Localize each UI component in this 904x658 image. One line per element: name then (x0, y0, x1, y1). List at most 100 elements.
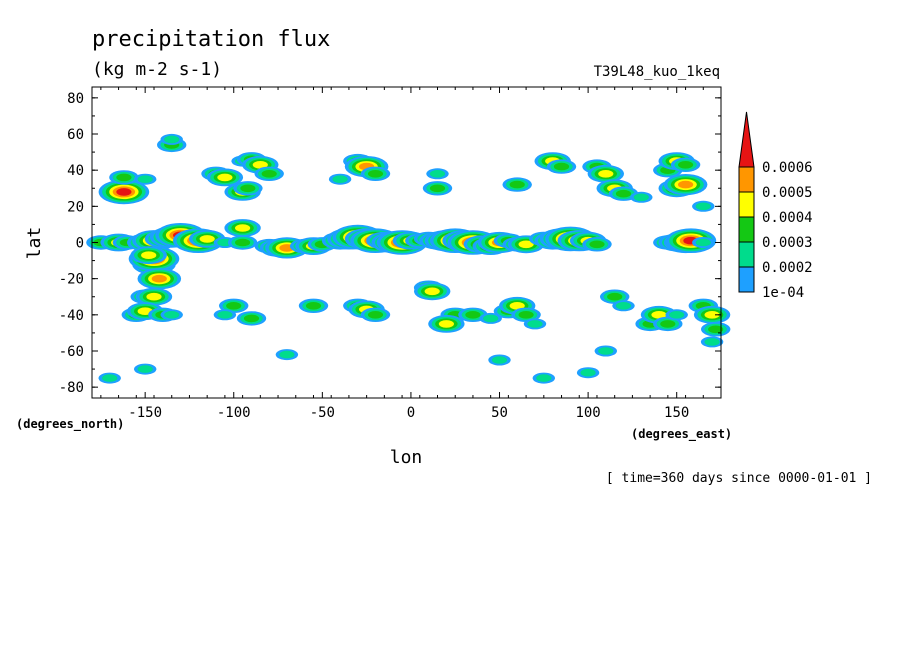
colorbar-swatch-2 (738, 216, 755, 243)
colorbar-label-4: 0.0005 (762, 185, 813, 201)
precip-cell-131 (576, 367, 600, 379)
chart-units: (kg m-2 s-1) (92, 59, 222, 80)
precip-level-2 (589, 240, 605, 249)
time-note: [ time=360 days since 0000-01-01 ] (606, 471, 872, 486)
x-axis-units: (degrees_east) (631, 427, 732, 442)
precip-level-3 (598, 170, 614, 178)
precip-cell-117 (612, 300, 635, 312)
axis-ticks: -150 -100 -50 0 50 100 150 80 60 40 20 0 -20 -40 -60 -8… (59, 87, 722, 421)
chart-title: precipitation flux (92, 27, 330, 52)
precip-level-2 (240, 184, 256, 193)
precip-cell-121 (665, 309, 688, 321)
x-tick-label: 50 (491, 405, 508, 421)
precip-level-1 (429, 170, 446, 178)
precip-level-3 (424, 287, 440, 296)
precip-level-3 (146, 292, 162, 301)
precip-cell-73 (422, 181, 453, 196)
precip-cell-115 (523, 318, 547, 330)
precip-level-3 (518, 240, 534, 249)
precip-cell-98 (160, 309, 183, 321)
precip-level-1 (279, 350, 295, 359)
precip-level-1 (704, 338, 720, 346)
precip-cell-109 (428, 315, 465, 333)
precip-level-2 (305, 302, 322, 310)
precip-level-1 (491, 356, 508, 364)
y-axis-units: (degrees_north) (16, 417, 124, 432)
precip-level-3 (217, 173, 233, 182)
precip-cell-84 (670, 157, 701, 172)
precip-cell-66 (233, 181, 263, 196)
contour-fill-layer (86, 133, 731, 384)
run-label: T39L48_kuo_1keq (594, 64, 720, 80)
x-tick-label: -50 (310, 405, 335, 421)
precip-cell-105 (360, 307, 391, 322)
precip-cell-54 (98, 179, 150, 205)
precip-cell-12 (227, 235, 258, 250)
precip-cell-67 (224, 219, 261, 237)
precip-level-2 (553, 162, 570, 171)
precip-level-1 (332, 175, 348, 183)
precip-level-5 (116, 188, 132, 196)
precip-level-1 (137, 365, 153, 373)
precip-cell-132 (594, 345, 617, 357)
x-tick-label: -150 (128, 405, 162, 421)
precip-level-1 (695, 202, 711, 211)
precip-level-2 (660, 320, 676, 328)
precip-cell-102 (298, 298, 329, 313)
precip-level-2 (465, 311, 481, 319)
precip-level-2 (367, 170, 384, 178)
precip-level-1 (217, 311, 233, 319)
x-tick-label: -100 (217, 405, 251, 421)
precip-cell-87 (692, 200, 715, 212)
precip-cell-124 (701, 322, 731, 337)
y-tick-label: 40 (67, 163, 84, 179)
precip-level-2 (708, 325, 724, 334)
precip-cell-129 (488, 354, 511, 366)
x-tick-label: 100 (575, 405, 600, 421)
y-axis-label: lat (24, 227, 45, 260)
precip-cell-92 (137, 268, 182, 290)
y-tick-label: 0 (76, 236, 84, 252)
precip-cell-81 (630, 191, 653, 203)
precip-level-2 (116, 173, 132, 182)
precip-level-1 (536, 374, 552, 382)
precip-level-3 (509, 302, 525, 310)
precip-cell-130 (532, 372, 555, 384)
precip-level-1 (633, 193, 649, 202)
precip-level-3 (438, 320, 454, 328)
precip-cell-127 (134, 363, 157, 375)
precip-cell-80 (608, 186, 639, 201)
precip-level-3 (704, 311, 720, 319)
precip-level-2 (235, 238, 251, 247)
y-tick-label: -60 (59, 344, 84, 360)
x-tick-label: 150 (664, 405, 689, 421)
colorbar-swatch-0 (738, 266, 755, 293)
precip-cell-116 (600, 289, 630, 304)
precip-level-4 (678, 180, 694, 189)
precip-cell-114 (511, 307, 541, 322)
precip-cell-74 (502, 177, 532, 192)
y-tick-label: 60 (67, 127, 84, 143)
precip-cell-72 (426, 168, 449, 180)
precip-cell-101 (236, 311, 267, 326)
precip-cell-60 (206, 168, 244, 187)
precip-level-3 (235, 224, 251, 232)
x-tick-label: 0 (407, 405, 415, 421)
precip-level-2 (429, 184, 446, 193)
precip-cell-90 (130, 246, 167, 265)
precip-cell-123 (693, 305, 731, 324)
y-tick-label: -40 (59, 308, 84, 324)
precip-level-2 (615, 189, 632, 198)
y-tick-label: -20 (59, 272, 84, 288)
precip-level-1 (669, 311, 685, 319)
precip-cell-76 (546, 159, 577, 174)
precip-cell-70 (360, 166, 391, 181)
precip-cell-47 (582, 237, 612, 252)
precip-cell-58 (160, 133, 183, 145)
precip-level-1 (580, 368, 596, 377)
precip-cell-71 (328, 173, 352, 185)
colorbar-label-1: 0.0002 (762, 260, 813, 276)
precip-cell-125 (700, 336, 724, 348)
precip-level-1 (615, 302, 632, 310)
